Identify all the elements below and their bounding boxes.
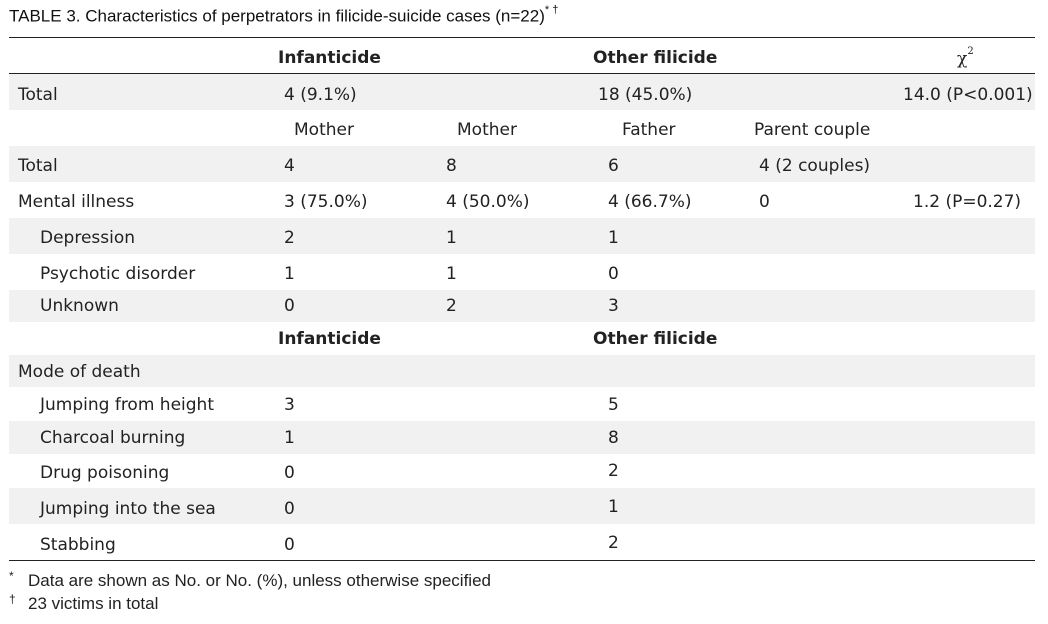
row-cell: 4 (66.7%) bbox=[608, 192, 692, 212]
row-cell: 1 bbox=[608, 228, 619, 248]
mode-row-infanticide: 3 bbox=[284, 395, 295, 415]
footnote-text: Data are shown as No. or No. (%), unless… bbox=[28, 571, 491, 590]
subheader-father: Father bbox=[622, 120, 676, 140]
header-rule bbox=[9, 73, 1035, 74]
title-footnote-marks: * † bbox=[544, 4, 559, 16]
row-cell: 4 (2 couples) bbox=[759, 156, 871, 176]
mode-row-infanticide: 0 bbox=[284, 499, 295, 519]
mode-row-infanticide: 1 bbox=[284, 428, 295, 448]
row-cell: 1 bbox=[284, 264, 295, 284]
row-label: Unknown bbox=[40, 296, 119, 316]
mode-row-label: Jumping into the sea bbox=[40, 499, 216, 519]
row-cell: 3 (75.0%) bbox=[284, 192, 368, 212]
top-rule bbox=[9, 37, 1035, 38]
mode-row-infanticide: 0 bbox=[284, 463, 295, 483]
footnote-text: 23 victims in total bbox=[28, 594, 159, 613]
row-cell: 2 bbox=[284, 228, 295, 248]
subheader-mother-other: Mother bbox=[457, 120, 517, 140]
mode-row-other: 8 bbox=[608, 428, 619, 448]
row-band bbox=[9, 421, 1035, 454]
footnote-mark: † bbox=[9, 592, 16, 606]
subheader-mother-infanticide: Mother bbox=[294, 120, 354, 140]
mode-row-other: 2 bbox=[608, 461, 619, 481]
row-band bbox=[9, 218, 1035, 254]
row-cell: 0 bbox=[284, 296, 295, 316]
mode-row-infanticide: 0 bbox=[284, 535, 295, 555]
row-band bbox=[9, 146, 1035, 182]
footnote: * Data are shown as No. or No. (%), unles… bbox=[9, 569, 491, 591]
total-other: 18 (45.0%) bbox=[598, 85, 693, 105]
mode-row-label: Stabbing bbox=[40, 535, 116, 555]
row-label: Mental illness bbox=[18, 192, 135, 212]
header2-infanticide: Infanticide bbox=[278, 329, 381, 349]
row-band bbox=[9, 290, 1035, 322]
mode-row-label: Jumping from height bbox=[40, 395, 214, 415]
footnote-mark: * bbox=[9, 569, 14, 583]
bottom-rule bbox=[9, 560, 1035, 561]
row-cell: 4 bbox=[284, 156, 295, 176]
header-infanticide: Infanticide bbox=[278, 48, 381, 68]
row-label: Psychotic disorder bbox=[40, 264, 196, 284]
total-label: Total bbox=[18, 85, 58, 105]
row-band bbox=[9, 355, 1035, 387]
row-cell: 0 bbox=[608, 264, 619, 284]
mode-row-label: Charcoal burning bbox=[40, 428, 186, 448]
row-cell: 2 bbox=[446, 296, 457, 316]
mode-row-other: 1 bbox=[608, 497, 619, 517]
header2-other-filicide: Other filicide bbox=[593, 329, 718, 349]
row-cell: 1 bbox=[446, 264, 457, 284]
row-cell: 0 bbox=[759, 192, 770, 212]
total-chi: 14.0 (P<0.001) bbox=[903, 85, 1033, 105]
row-cell: 3 bbox=[608, 296, 619, 316]
mode-of-death-label: Mode of death bbox=[18, 362, 141, 382]
table-title: TABLE 3. Characteristics of perpetrators… bbox=[9, 4, 559, 26]
row-cell: 6 bbox=[608, 156, 619, 176]
footnote: † 23 victims in total bbox=[9, 592, 159, 614]
subheader-parent-couple: Parent couple bbox=[754, 120, 871, 140]
mode-row-other: 2 bbox=[608, 533, 619, 553]
row-cell: 1 bbox=[446, 228, 457, 248]
row-label: Depression bbox=[40, 228, 136, 248]
row-band bbox=[9, 74, 1035, 110]
row-label: Total bbox=[18, 156, 58, 176]
row-band bbox=[9, 488, 1035, 524]
total-infanticide: 4 (9.1%) bbox=[284, 85, 357, 105]
row-cell: 8 bbox=[446, 156, 457, 176]
mode-row-label: Drug poisoning bbox=[40, 463, 170, 483]
mode-row-other: 5 bbox=[608, 395, 619, 415]
row-cell: 4 (50.0%) bbox=[446, 192, 530, 212]
row-chi: 1.2 (P=0.27) bbox=[913, 192, 1022, 212]
header-chi-square: χ2 bbox=[957, 46, 974, 69]
header-other-filicide: Other filicide bbox=[593, 48, 718, 68]
